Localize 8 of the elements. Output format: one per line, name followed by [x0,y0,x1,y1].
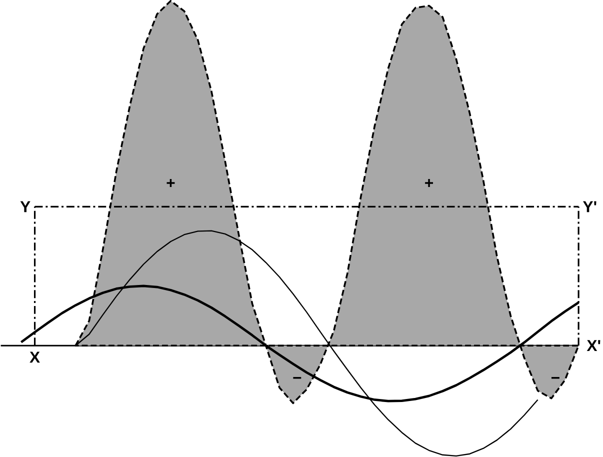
annotation: X' [586,340,600,352]
annotation: + [425,179,433,188]
annotation: + [166,179,175,188]
annotation: Y' [582,201,596,212]
annotation: Y [20,201,30,212]
annotation: − [293,377,302,379]
annotation: − [551,377,560,379]
annotation: X [30,352,40,363]
